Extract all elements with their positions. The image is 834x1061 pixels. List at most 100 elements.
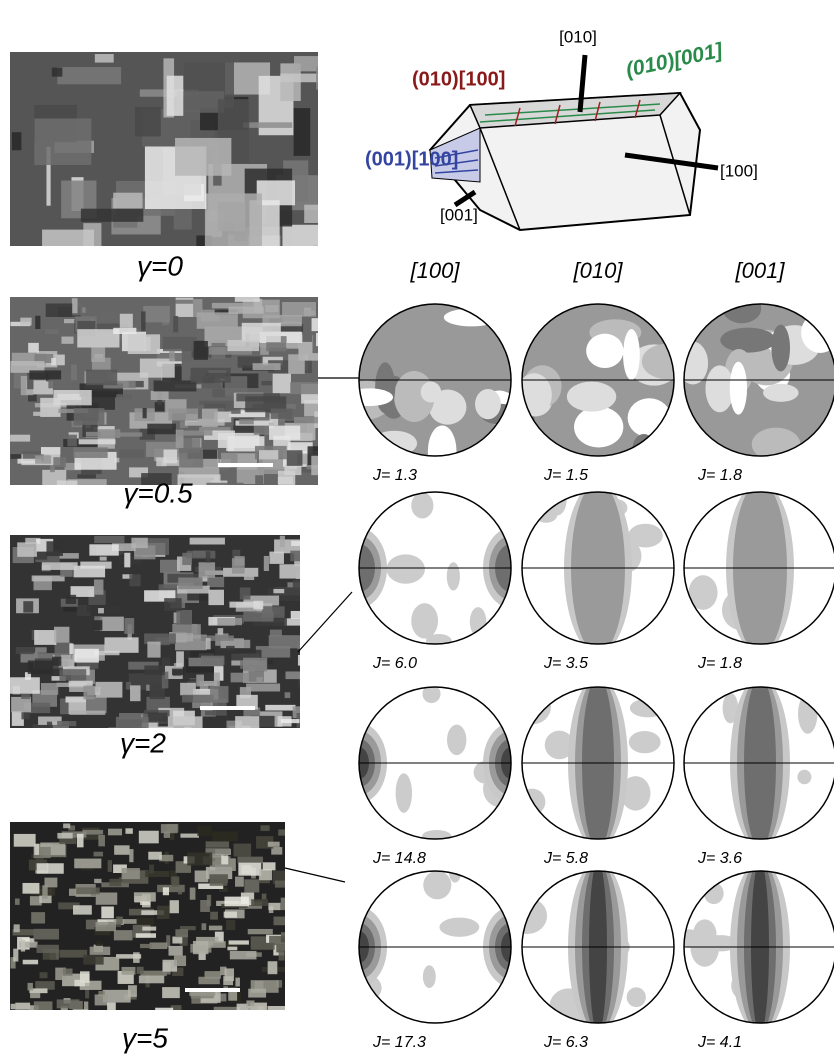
grain [235, 716, 259, 732]
grain [238, 863, 261, 876]
grain [52, 68, 62, 77]
grain [182, 695, 214, 703]
grain [74, 408, 105, 425]
grain [284, 951, 292, 961]
grain [35, 647, 47, 653]
grain [298, 342, 340, 361]
grain [179, 449, 201, 453]
grain [176, 651, 184, 666]
grain [168, 716, 203, 732]
grain [268, 842, 280, 847]
grain [314, 411, 342, 428]
grain [35, 316, 40, 329]
grain [267, 660, 272, 665]
grain [268, 961, 278, 974]
grain [177, 431, 212, 436]
grain [155, 1008, 173, 1019]
grain [108, 727, 118, 732]
contour [411, 492, 433, 518]
grain [232, 558, 245, 573]
grain [139, 831, 159, 844]
grain [282, 302, 316, 317]
crystal-label: [010] [559, 27, 597, 46]
grain [128, 985, 137, 997]
grain [177, 91, 224, 112]
grain [70, 711, 106, 715]
grain [149, 865, 154, 874]
j-index: J= 4.1 [697, 1034, 742, 1051]
grain [22, 883, 39, 894]
grain [170, 900, 179, 913]
grain [10, 435, 30, 442]
grain [94, 579, 103, 594]
grain [269, 426, 300, 440]
grain [263, 862, 276, 870]
grain [21, 694, 30, 699]
grain [57, 999, 80, 1008]
grain [59, 950, 87, 958]
grain [95, 54, 114, 63]
grain [197, 312, 238, 328]
grain [174, 956, 186, 967]
grain [46, 541, 62, 556]
grain [279, 564, 305, 578]
grain [69, 643, 73, 654]
grain [168, 409, 198, 421]
grain [264, 556, 269, 571]
grain [57, 67, 121, 84]
grain [11, 1004, 16, 1009]
grain [136, 933, 156, 938]
grain [210, 912, 218, 920]
grain [208, 590, 224, 605]
grain [54, 627, 69, 643]
grain [226, 920, 235, 930]
grain [13, 949, 18, 962]
grain [287, 450, 303, 466]
grain [280, 74, 333, 83]
grain [269, 936, 285, 945]
contour [346, 388, 393, 406]
contour [763, 384, 799, 402]
grain [206, 638, 211, 649]
grain [316, 333, 338, 346]
grain [227, 340, 259, 351]
grain [47, 722, 52, 732]
contour [470, 607, 487, 636]
grain [137, 967, 144, 974]
figure: [010] (010)[001] (010)[100] (001)[100] [… [0, 0, 834, 1061]
grain [86, 370, 117, 386]
grain [164, 450, 178, 464]
grain [240, 587, 251, 599]
grain [281, 898, 296, 910]
contour [449, 859, 462, 882]
contour [396, 773, 412, 813]
leader-line [285, 868, 345, 882]
grain [28, 343, 39, 353]
grain [67, 435, 76, 447]
contour [447, 725, 466, 756]
grain [291, 611, 320, 619]
grain [271, 409, 293, 419]
pole-figure [498, 304, 692, 475]
contour [630, 699, 666, 718]
grain [294, 56, 352, 71]
grain [285, 692, 291, 698]
contour [693, 919, 717, 949]
grain [28, 983, 33, 991]
grain [163, 887, 169, 895]
contour [567, 382, 616, 412]
grain [175, 138, 231, 176]
grain [253, 363, 281, 370]
grain [57, 480, 77, 492]
grain [142, 927, 156, 931]
grain [178, 578, 202, 589]
grain [196, 675, 204, 687]
grain [261, 381, 271, 385]
grain [125, 828, 132, 833]
grain [274, 917, 301, 926]
crystal-label: (010)[001] [624, 39, 726, 82]
grain [190, 888, 196, 900]
grain [76, 887, 100, 894]
grain [214, 673, 220, 687]
grain [173, 316, 178, 332]
